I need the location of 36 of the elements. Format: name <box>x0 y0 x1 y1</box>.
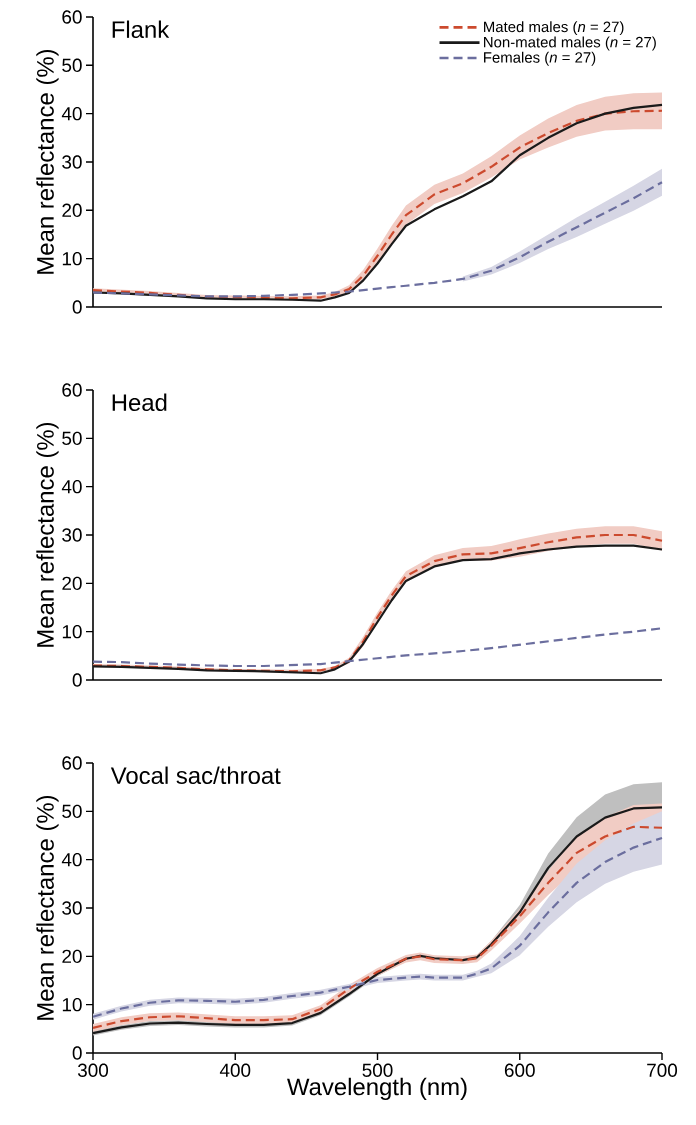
y-tick-label: 30 <box>62 528 82 542</box>
y-tick-label: 20 <box>62 949 82 964</box>
y-tick-label: 40 <box>61 852 82 867</box>
y-axis-title: Mean reflectance (%) <box>36 422 59 647</box>
x-tick-label: 400 <box>219 1063 251 1077</box>
y-tick-label: 40 <box>61 106 82 121</box>
x-tick-label: 500 <box>362 1063 393 1077</box>
legend-label: Non-mated males (n = 27) <box>484 36 656 51</box>
y-tick-label: 50 <box>62 58 82 73</box>
y-tick-label: 20 <box>62 576 82 591</box>
y-tick-label: 30 <box>62 155 82 169</box>
x-tick-label: 700 <box>647 1063 678 1077</box>
x-tick-label: 600 <box>504 1063 535 1077</box>
y-tick-label: 0 <box>72 300 82 314</box>
y-axis-title: Mean reflectance (%) <box>36 795 59 1020</box>
y-tick-label: 20 <box>62 203 82 218</box>
y-tick-label: 10 <box>62 997 82 1012</box>
y-tick-label: 10 <box>62 624 82 639</box>
y-tick-label: 50 <box>62 804 82 819</box>
y-tick-label: 50 <box>62 431 82 446</box>
y-tick-label: 0 <box>72 673 82 687</box>
y-tick-label: 60 <box>62 756 82 770</box>
y-axis-title: Mean reflectance (%) <box>36 49 59 274</box>
y-tick-label: 30 <box>62 901 82 915</box>
legend-label: Mated males (n = 27) <box>484 21 624 36</box>
y-tick-label: 60 <box>62 383 82 397</box>
y-tick-label: 60 <box>62 10 82 24</box>
y-tick-label: 0 <box>72 1046 82 1060</box>
y-tick-label: 10 <box>62 251 82 266</box>
chart-title: Head <box>112 393 167 412</box>
legend-label: Females (n = 27) <box>484 51 596 66</box>
x-tick-label: 300 <box>77 1063 109 1077</box>
chart-title: Vocal sac/throat <box>110 766 281 785</box>
chart-title: Flank <box>112 20 170 39</box>
x-axis-title: Wavelength (nm) <box>287 1077 467 1101</box>
y-tick-label: 40 <box>61 479 82 494</box>
